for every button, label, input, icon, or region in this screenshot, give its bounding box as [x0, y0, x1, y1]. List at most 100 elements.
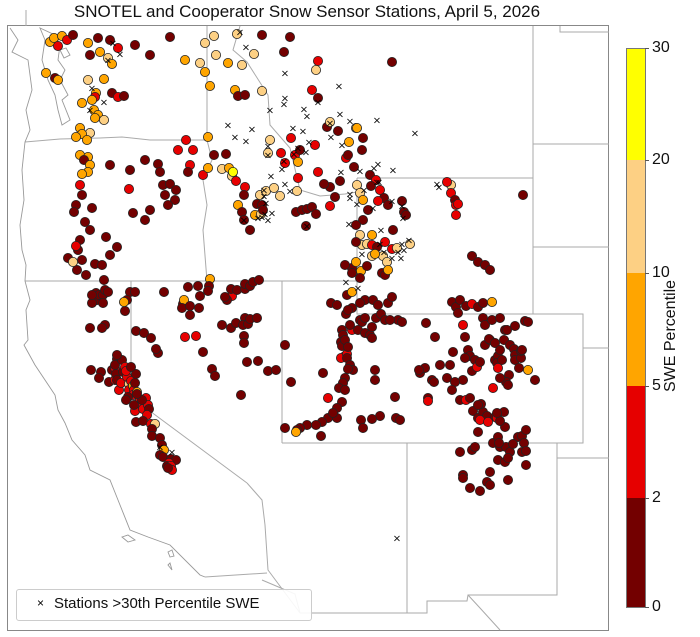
station-point	[184, 309, 195, 320]
station-point	[292, 172, 303, 183]
station-point	[312, 93, 323, 104]
station-point	[434, 359, 445, 370]
station-point	[105, 35, 116, 46]
station-point	[239, 90, 250, 101]
station-point	[252, 355, 263, 366]
station-point	[523, 364, 534, 375]
x-marker-icon: ×	[377, 226, 385, 237]
station-point	[479, 319, 490, 330]
x-marker-icon: ×	[327, 133, 335, 144]
station-point	[99, 74, 110, 85]
station-point	[502, 474, 513, 485]
station-point	[119, 296, 130, 307]
x-marker-icon: ×	[231, 133, 239, 144]
station-point	[268, 182, 279, 193]
station-point	[216, 319, 227, 330]
station-point	[251, 312, 262, 323]
station-point	[342, 304, 353, 315]
station-point	[97, 322, 108, 333]
station-point	[466, 250, 477, 261]
station-point	[256, 29, 267, 40]
station-point	[357, 214, 368, 225]
x-marker-icon: ×	[109, 39, 117, 50]
x-marker-icon: ×	[373, 178, 381, 189]
x-marker-icon: ×	[37, 596, 45, 610]
station-point	[441, 176, 452, 187]
station-point	[339, 384, 350, 395]
station-point	[346, 267, 357, 278]
station-point	[379, 236, 390, 247]
station-point	[372, 299, 383, 310]
station-point	[429, 331, 440, 342]
station-point	[344, 319, 355, 330]
station-point	[99, 115, 110, 126]
station-point	[413, 364, 424, 375]
station-point	[404, 238, 415, 249]
station-point	[113, 43, 124, 54]
station-point	[164, 178, 175, 189]
station-point	[502, 452, 513, 463]
x-marker-icon: ×	[168, 448, 176, 459]
station-point	[105, 249, 116, 260]
station-point	[366, 321, 377, 332]
x-marker-icon: ×	[286, 187, 294, 198]
station-point	[369, 248, 380, 259]
station-point	[386, 291, 397, 302]
station-point	[530, 374, 541, 385]
station-point	[472, 426, 483, 437]
colorbar-bin	[626, 386, 646, 498]
station-point	[310, 208, 321, 219]
station-point	[256, 86, 267, 97]
station-point	[82, 134, 93, 145]
x-marker-icon: ×	[116, 50, 124, 61]
station-point	[501, 324, 512, 335]
colorbar-bin	[626, 498, 646, 607]
x-marker-icon: ×	[260, 186, 268, 197]
station-point	[315, 430, 326, 441]
station-point	[474, 356, 485, 367]
colorbar-tick-0: 0	[652, 598, 661, 615]
station-point	[342, 363, 353, 374]
station-point	[324, 200, 335, 211]
x-marker-icon: ×	[268, 209, 276, 220]
station-point	[387, 224, 398, 235]
station-point	[450, 209, 461, 220]
x-marker-icon: ×	[260, 192, 268, 203]
x-marker-icon: ×	[374, 160, 382, 171]
station-point	[202, 285, 213, 296]
station-point	[389, 391, 400, 402]
station-point	[72, 264, 83, 275]
station-point	[69, 206, 80, 217]
x-marker-icon: ×	[242, 137, 250, 148]
station-point	[386, 57, 397, 68]
x-marker-icon: ×	[358, 250, 366, 261]
x-marker-icon: ×	[388, 254, 396, 265]
station-point	[291, 185, 302, 196]
x-marker-icon: ×	[360, 186, 368, 197]
station-point	[190, 330, 201, 341]
station-point	[124, 183, 135, 194]
state-borders	[24, 10, 609, 631]
station-point	[71, 240, 82, 251]
station-point	[199, 38, 210, 49]
station-point	[119, 91, 130, 102]
station-point	[202, 131, 213, 142]
station-point	[264, 134, 275, 145]
station-point	[87, 289, 98, 300]
x-marker-icon: ×	[356, 167, 364, 178]
station-point	[127, 207, 138, 218]
station-point	[83, 38, 94, 49]
station-point	[53, 75, 64, 86]
x-marker-icon: ×	[104, 56, 112, 67]
station-point	[275, 147, 286, 158]
station-point	[241, 356, 252, 367]
station-point	[150, 343, 161, 354]
station-point	[334, 175, 345, 186]
station-point	[210, 50, 221, 61]
station-point	[484, 479, 495, 490]
x-marker-icon: ×	[338, 141, 346, 152]
station-point	[351, 123, 362, 134]
x-marker-icon: ×	[336, 110, 344, 121]
station-point	[193, 302, 204, 313]
